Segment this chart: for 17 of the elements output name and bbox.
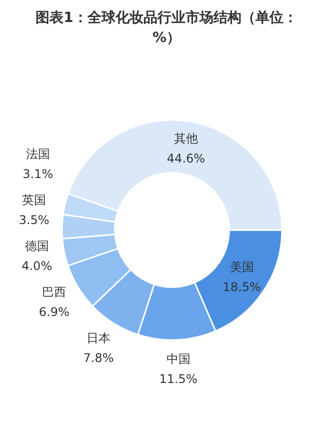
data-label: 4.0%: [22, 258, 52, 273]
slice-label: 法国: [26, 146, 50, 161]
data-label: 6.9%: [38, 304, 70, 319]
slice-label: 中国: [166, 352, 190, 366]
slice-label: 巴西: [42, 284, 66, 299]
slice-label: 美国: [230, 260, 254, 274]
data-label: 3.1%: [22, 166, 54, 181]
slice-label: 德国: [24, 238, 49, 253]
slice-label: 日本: [86, 330, 111, 345]
chart-title: 图表1：全球化妆品行业市场结构（单位：%）: [34, 8, 298, 48]
data-label: 7.8%: [83, 350, 114, 365]
data-label: 11.5%: [159, 372, 198, 386]
slice-label: 英国: [22, 192, 46, 207]
slice-label: 其他: [174, 132, 198, 146]
data-label: 3.5%: [18, 212, 50, 227]
data-label: 18.5%: [222, 280, 261, 294]
data-label: 44.6%: [166, 152, 206, 166]
